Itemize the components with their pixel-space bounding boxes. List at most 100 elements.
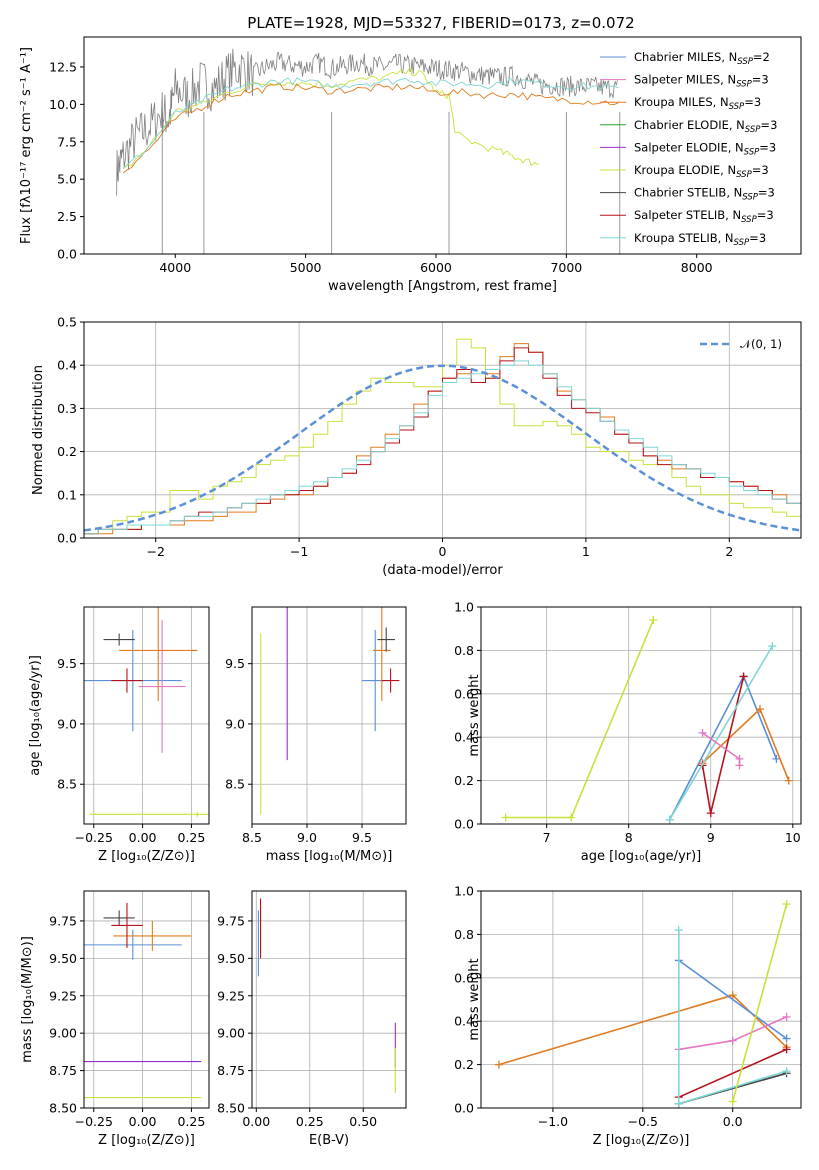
age-weight-ytick-label: 0.6 [454,686,474,701]
age-weight-marker [768,642,777,651]
normal-legend-label: 𝒩(0, 1) [740,337,782,351]
mass-age-ytick-label: 8.5 [225,777,245,792]
age-weight-marker [706,809,715,818]
z-mass-frame [83,890,210,1109]
age-weight-marker [649,616,658,625]
z-weight-xtick-label: 0.0 [723,1114,743,1129]
mass-age-ytick-label: 9.5 [225,656,245,671]
z-mass-ytick-label: 9.50 [49,951,77,966]
z-weight-marker [494,1060,503,1069]
spectrum-ytick-label: 10.0 [49,97,77,112]
ebv-mass-grid [252,891,406,1109]
spectrum-model-kroupa-miles [122,82,619,174]
ebv-mass-plot-area [257,898,396,1094]
spectrum-xtick-label: 5000 [290,260,322,275]
z-age-grid [84,607,209,824]
spectrum-ytick-label: 2.5 [57,209,77,224]
residuals-ytick-label: 0.3 [57,401,77,416]
age-weight-marker [755,704,764,713]
residuals-frame [83,321,802,539]
age-weight-marker [567,813,576,822]
z-age-ytick-label: 9.5 [57,656,77,671]
z-weight-marker [674,1099,683,1108]
figure-title: PLATE=1928, MJD=53327, FIBERID=0173, z=0… [247,14,634,32]
residuals-grid [84,321,801,539]
residuals-ytick-label: 0.1 [57,487,77,502]
z-age-point [119,607,198,702]
ebv-mass-xtick-label: 0.25 [296,1114,324,1129]
spectrum-xtick-label: 6000 [420,260,452,275]
z-age-ytick-label: 8.5 [57,777,77,792]
residuals-xlabel: (data-model)/error [382,563,503,578]
age-weight-marker [698,728,707,737]
z-weight-xtick-label: −1.0 [538,1114,568,1129]
z-age-point [89,811,209,817]
age-weight-ytick-label: 1.0 [454,600,474,615]
mass-age-point [377,627,395,652]
z-age-point [103,633,135,646]
z-weight-line-salpeter-stelib [678,1048,787,1098]
spectrum-ytick-label: 12.5 [49,59,77,74]
z-age-xlabel: Z [log₁₀(Z/Z⊙)] [98,849,195,864]
legend-entry: Kroupa STELIB, NSSP=3 [634,231,766,248]
age-weight-ylabel: mass weight [467,674,482,756]
z-age-plot-area [84,607,209,817]
mass-age-point [381,668,400,693]
age-weight-marker [772,754,781,763]
mass-age-point [373,607,391,702]
ebv-mass-ytick-label: 9.25 [217,988,245,1003]
z-weight-marker [782,1045,791,1054]
spectrum-panel: 4000 5000 6000 7000 8000 0.0 2.5 5.0 7.5 10.0 12.5… [19,36,802,294]
z-age-frame [83,606,210,825]
z-age-panel: −0.25 0.00 0.25 8.5 9.0 9.5 Z [log₁₀(Z/Z⊙)] age… [28,606,210,864]
z-weight-marker [728,1097,737,1106]
age-weight-panel: 7 8 9 10 0.0 0.2 0.4 0.6 0.8 1.0 age [log₁₀(age/yr… [454,600,802,864]
spectrum-xtick-label: 7000 [550,260,582,275]
residuals-panel: −2 −1 0 1 2 0.0 0.1 0.2 0.3 0.4 0.5 (data-model)/er… [31,315,802,578]
age-weight-ytick-label: 0.0 [454,817,474,832]
z-mass-ytick-label: 8.50 [49,1101,77,1116]
z-weight-ytick-label: 0.6 [454,970,474,985]
ebv-mass-panel: 0.00 0.25 0.50 8.50 8.75 9.00 9.25 9.50 9.75 E(B-… [217,890,407,1148]
z-weight-marker [782,1012,791,1021]
spectrum-xtick-label: 8000 [681,260,713,275]
legend-entry: Chabrier ELODIE, NSSP=3 [634,118,777,135]
age-weight-ytick-label: 0.2 [454,773,474,788]
age-weight-line-kroupa-stelib [669,645,773,821]
residuals-xtick-label: −2 [146,544,164,559]
age-weight-plot-area [501,616,793,824]
z-mass-grid [84,891,209,1109]
residuals-ytick-label: 0.0 [57,531,77,546]
z-weight-ytick-label: 0.4 [454,1014,474,1029]
residuals-xtick-label: 0 [439,544,447,559]
z-weight-ytick-label: 0.2 [454,1057,474,1072]
ebv-mass-xlabel: E(B-V) [309,1133,349,1148]
age-weight-frame [480,606,802,825]
age-weight-marker [665,815,674,824]
z-weight-line-kroupa-elodie [731,903,788,1102]
residuals-plot-area [84,338,801,538]
spectrum-data-curve [116,48,618,196]
age-weight-xlabel: age [log₁₀(age/yr)] [581,849,702,864]
age-weight-ytick-label: 0.8 [454,643,474,658]
age-weight-marker [739,672,748,681]
residuals-ytick-label: 0.2 [57,444,77,459]
z-mass-ytick-label: 9.25 [49,988,77,1003]
legend-entry: Kroupa ELODIE, NSSP=3 [634,163,769,180]
z-weight-xtick-label: −0.5 [628,1114,658,1129]
z-weight-ytick-label: 0.0 [454,1101,474,1116]
mass-age-frame [251,606,407,825]
spectrum-ylabel: Flux [fλ10⁻¹⁷ erg cm⁻² s⁻¹ A⁻¹] [19,47,34,244]
spectrum-xlabel: wavelength [Angstrom, rest frame] [328,279,557,294]
z-weight-marker [782,1034,791,1043]
z-mass-point [103,910,135,926]
mass-age-xlabel: mass [log₁₀(M/M⊙)] [266,849,393,864]
ebv-mass-ytick-label: 9.75 [217,913,245,928]
age-weight-marker [784,776,793,785]
age-weight-xtick-label: 10 [785,830,801,845]
z-weight-xlabel: Z [log₁₀(Z/Z⊙)] [593,1133,690,1148]
z-mass-xtick-label: 0.00 [129,1114,157,1129]
spectrum-xtick-label: 4000 [159,260,191,275]
z-weight-marker [728,991,737,1000]
mass-age-panel: 8.5 9.0 9.5 8.5 9.0 9.5 mass [log₁₀(M/M⊙)] [225,606,407,864]
